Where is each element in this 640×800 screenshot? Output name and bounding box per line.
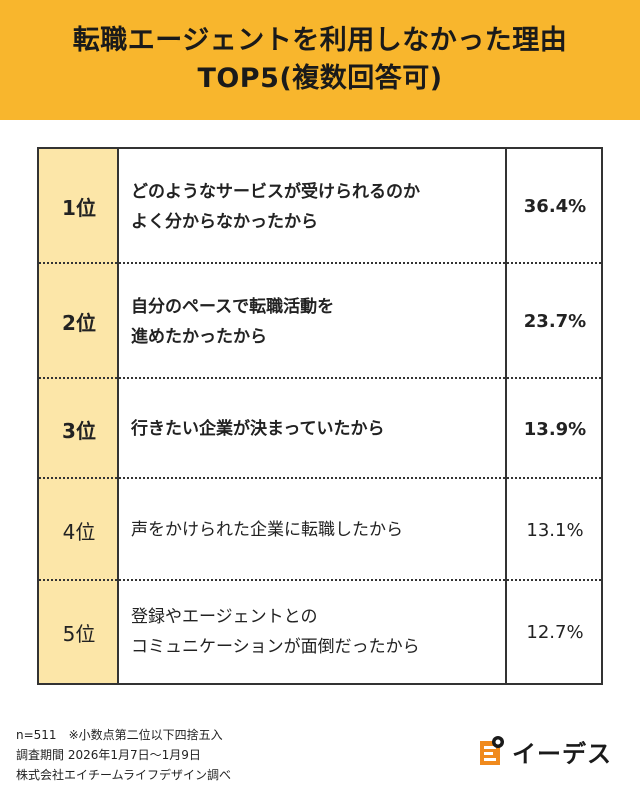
brand-logo-text: イーデス bbox=[512, 739, 612, 768]
percent-cell: 12.7% bbox=[526, 621, 584, 643]
reason-cell: 登録やエージェントとのコミュニケーションが面倒だったから bbox=[131, 581, 501, 683]
table-row: 5位 登録やエージェントとのコミュニケーションが面倒だったから 12.7% bbox=[39, 581, 601, 683]
reason-line: 声をかけられた企業に転職したから bbox=[131, 520, 403, 540]
sample-size-note: n=511 ※小数点第二位以下四捨五入 bbox=[16, 728, 223, 742]
reason-cell: 行きたい企業が決まっていたから bbox=[131, 379, 501, 479]
reason-line: 行きたい企業が決まっていたから bbox=[131, 419, 385, 439]
percent-column-divider bbox=[505, 149, 507, 683]
reason-line: どのようなサービスが受けられるのか bbox=[131, 181, 420, 202]
page-title-line1: 転職エージェントを利用しなかった理由 bbox=[72, 25, 568, 56]
row-divider bbox=[39, 477, 601, 479]
percent-cell: 23.7% bbox=[523, 311, 587, 332]
reason-cell: 自分のペースで転職活動を 進めたかったから bbox=[131, 264, 501, 379]
rank-cell: 3位 bbox=[62, 418, 96, 443]
rank-column bbox=[39, 149, 119, 683]
rank-cell: 2位 bbox=[62, 311, 96, 335]
rank-cell: 1位 bbox=[62, 196, 96, 220]
ranking-table: 1位 どのようなサービスが受けられるのか よく分からなかったから 36.4% 2位 自分の… bbox=[37, 147, 603, 685]
edeth-logo-mark-icon bbox=[480, 736, 504, 765]
row-divider bbox=[39, 262, 601, 264]
table-row: 4位 声をかけられた企業に転職したから 13.1% bbox=[39, 479, 601, 581]
percent-cell: 13.9% bbox=[523, 418, 587, 440]
rank-cell: 4位 bbox=[62, 519, 96, 544]
reason-line: 進めたかったから bbox=[131, 326, 267, 347]
table-row: 1位 どのようなサービスが受けられるのか よく分からなかったから 36.4% bbox=[39, 149, 601, 264]
row-divider bbox=[39, 579, 601, 581]
reason-cell: どのようなサービスが受けられるのか よく分からなかったから bbox=[131, 149, 501, 264]
table-row: 3位 行きたい企業が決まっていたから 13.9% bbox=[39, 379, 601, 479]
reason-cell: 声をかけられた企業に転職したから bbox=[131, 479, 501, 581]
percent-cell: 13.1% bbox=[526, 519, 584, 541]
page-title-line2: TOP5(複数回答可) bbox=[197, 63, 443, 94]
reason-line: コミュニケーションが面倒だったから bbox=[131, 637, 420, 657]
reason-line: 自分のペースで転職活動を bbox=[131, 296, 335, 317]
survey-period-note: 調査期間 2026年1月7日〜1月9日 bbox=[16, 748, 201, 762]
title-banner: 転職エージェントを利用しなかった理由 TOP5(複数回答可) bbox=[0, 0, 640, 120]
table-row: 2位 自分のペースで転職活動を 進めたかったから 23.7% bbox=[39, 264, 601, 379]
footnotes: n=511 ※小数点第二位以下四捨五入 調査期間 2026年1月7日〜1月9日 … bbox=[16, 725, 376, 785]
brand-logo: イーデス bbox=[478, 734, 612, 768]
survey-source-note: 株式会社エイチームライフデザイン調べ bbox=[16, 768, 232, 782]
reason-line: 登録やエージェントとの bbox=[131, 607, 318, 627]
row-divider bbox=[39, 377, 601, 379]
percent-cell: 36.4% bbox=[523, 196, 587, 217]
rank-cell: 5位 bbox=[62, 621, 96, 646]
reason-line: よく分からなかったから bbox=[131, 211, 318, 232]
